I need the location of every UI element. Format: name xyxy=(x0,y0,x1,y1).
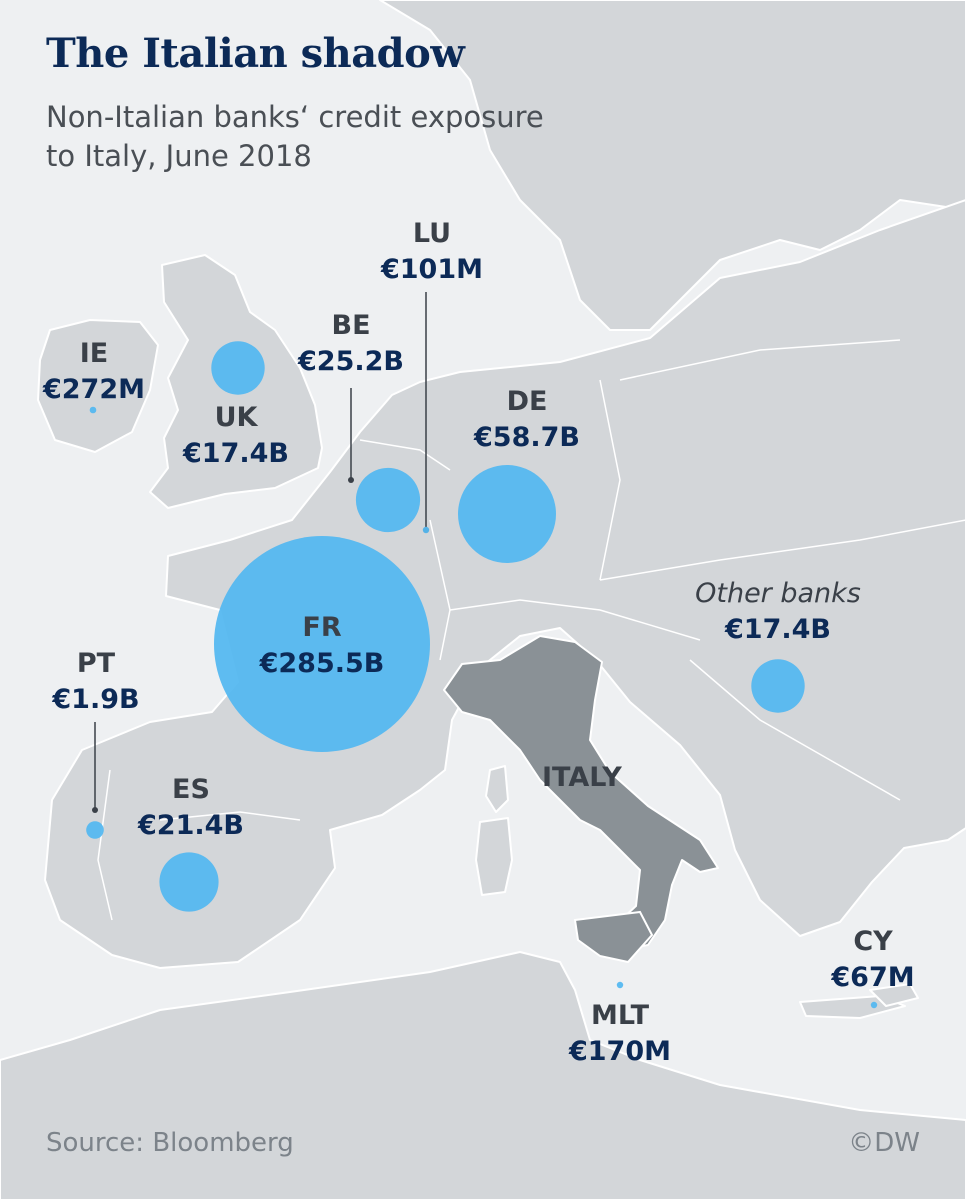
land-scandinavia xyxy=(379,0,966,331)
label-es: ES €21.4B xyxy=(130,772,252,844)
label-ie-code: IE xyxy=(79,338,109,369)
land-sardinia xyxy=(475,817,513,896)
land-corsica xyxy=(485,765,509,813)
sicily-shape xyxy=(573,910,654,964)
label-uk-code: UK xyxy=(214,402,258,433)
label-ie: IE €272M xyxy=(38,336,150,408)
bubble-lu xyxy=(422,526,430,534)
label-pt-value: €1.9B xyxy=(52,684,140,715)
label-lu-code: LU xyxy=(412,218,452,249)
label-mlt-value: €170M xyxy=(568,1036,671,1067)
label-ie-value: €272M xyxy=(42,374,145,405)
italy-shape xyxy=(443,635,719,951)
label-fr-code: FR xyxy=(302,612,342,643)
label-be-code: BE xyxy=(331,310,371,341)
label-lu: LU €101M xyxy=(372,216,492,288)
bubble-de xyxy=(458,465,556,563)
label-mlt-code: MLT xyxy=(590,1000,650,1031)
border-central-east xyxy=(599,519,966,581)
label-fr-value: €285.5B xyxy=(259,648,385,679)
border-fr-es xyxy=(159,811,301,821)
bubble-layer xyxy=(86,341,878,1009)
bubble-be xyxy=(355,467,421,533)
border-alps xyxy=(449,599,701,641)
italy-label: ITALY xyxy=(542,762,622,793)
chart-title: The Italian shadow xyxy=(46,30,465,77)
bubble-fr xyxy=(214,536,430,752)
label-mlt: MLT €170M xyxy=(560,998,680,1070)
label-es-code: ES xyxy=(172,774,210,805)
dw-credit: ©DW xyxy=(848,1128,920,1158)
source-note: Source: Bloomberg xyxy=(46,1128,294,1158)
label-es-value: €21.4B xyxy=(138,810,244,841)
bubble-uk xyxy=(211,341,265,395)
border-pt-es xyxy=(97,769,113,921)
bubble-cy xyxy=(870,1001,878,1009)
label-fr: FR €285.5B xyxy=(250,610,394,682)
bubble-mlt xyxy=(616,981,624,989)
pt-leader-dot xyxy=(92,807,98,813)
bubble-other-banks xyxy=(751,659,805,713)
land-ireland xyxy=(37,319,159,453)
label-other-banks-code: Other banks xyxy=(695,578,861,609)
label-pt: PT €1.9B xyxy=(44,646,148,718)
label-de-value: €58.7B xyxy=(474,422,580,453)
bubble-ie xyxy=(89,406,97,414)
label-other-banks-value: €17.4B xyxy=(725,614,831,645)
bubble-es xyxy=(159,852,219,912)
land-north-africa xyxy=(0,951,966,1200)
label-lu-value: €101M xyxy=(380,254,483,285)
border-de-east xyxy=(599,379,621,581)
label-be-value: €25.2B xyxy=(298,346,404,377)
label-other-banks: Other banks €17.4B xyxy=(680,576,876,648)
label-uk: UK €17.4B xyxy=(176,400,296,472)
label-be: BE €25.2B xyxy=(290,308,412,380)
subtitle-line-1: Non-Italian banks‘ credit exposure xyxy=(46,100,544,134)
label-pt-code: PT xyxy=(76,648,116,679)
chart-subtitle: Non-Italian banks‘ credit exposure to It… xyxy=(46,98,646,176)
border-benelux xyxy=(359,439,451,471)
land-crete xyxy=(799,995,906,1019)
border-poland xyxy=(619,339,901,381)
bubble-pt xyxy=(86,821,104,839)
be-leader-dot xyxy=(348,477,354,483)
label-uk-value: €17.4B xyxy=(183,438,289,469)
land-cyprus xyxy=(869,983,919,1007)
border-balkans xyxy=(689,659,901,801)
label-cy-code: CY xyxy=(853,926,893,957)
land-continental-europe xyxy=(44,199,966,969)
label-cy: CY €67M xyxy=(820,924,926,996)
label-cy-value: €67M xyxy=(831,962,915,993)
subtitle-line-2: to Italy, June 2018 xyxy=(46,139,312,173)
label-de: DE €58.7B xyxy=(466,384,588,456)
label-de-code: DE xyxy=(506,386,548,417)
